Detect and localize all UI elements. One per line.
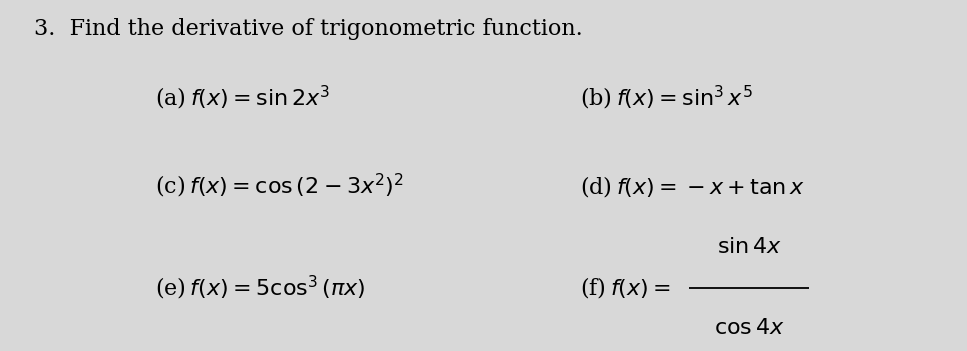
Text: 3.  Find the derivative of trigonometric function.: 3. Find the derivative of trigonometric … bbox=[34, 18, 582, 40]
Text: (d) $f(x)=-x+\tan x$: (d) $f(x)=-x+\tan x$ bbox=[580, 173, 806, 199]
Text: (e) $f(x)=5\cos^{3}(\pi x)$: (e) $f(x)=5\cos^{3}(\pi x)$ bbox=[155, 274, 366, 302]
Text: $\sin 4x$: $\sin 4x$ bbox=[717, 237, 782, 258]
Text: (b) $f(x)=\sin^{3} x^{5}$: (b) $f(x)=\sin^{3} x^{5}$ bbox=[580, 84, 753, 112]
Text: (f) $f(x)=$: (f) $f(x)=$ bbox=[580, 275, 671, 300]
Text: (c) $f(x)=\cos\left(2-3x^{2}\right)^{2}$: (c) $f(x)=\cos\left(2-3x^{2}\right)^{2}$ bbox=[155, 172, 404, 200]
Text: (a) $f(x)=\sin 2x^{3}$: (a) $f(x)=\sin 2x^{3}$ bbox=[155, 84, 330, 112]
Text: $\cos 4x$: $\cos 4x$ bbox=[715, 317, 784, 339]
